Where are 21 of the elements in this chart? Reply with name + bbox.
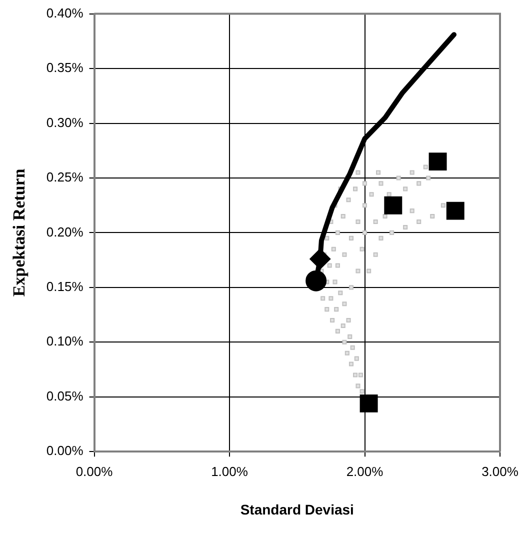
x-tick-label: 2.00% bbox=[346, 464, 384, 479]
point bbox=[310, 248, 331, 270]
y-axis-title: Expektasi Return bbox=[10, 168, 29, 297]
point bbox=[360, 394, 378, 412]
point bbox=[446, 202, 464, 220]
y-tick-label: 0.40% bbox=[46, 5, 84, 20]
x-tick-label: 1.00% bbox=[211, 464, 248, 479]
y-tick-label: 0.25% bbox=[46, 170, 84, 185]
point bbox=[428, 152, 447, 171]
y-tick-label: 0.00% bbox=[46, 443, 84, 458]
y-tick-label: 0.10% bbox=[46, 334, 84, 349]
point bbox=[306, 270, 327, 292]
y-tick-label: 0.15% bbox=[46, 279, 84, 294]
x-tick-label: 3.00% bbox=[482, 464, 519, 479]
y-tick-label: 0.35% bbox=[46, 60, 84, 76]
x-tick-label: 0.00% bbox=[76, 464, 114, 479]
y-tick-label: 0.05% bbox=[46, 388, 84, 404]
x-axis-title: Standard Deviasi bbox=[240, 501, 354, 518]
point bbox=[384, 196, 402, 214]
y-tick-label: 0.20% bbox=[46, 224, 84, 240]
y-tick-label: 0.30% bbox=[46, 114, 84, 130]
